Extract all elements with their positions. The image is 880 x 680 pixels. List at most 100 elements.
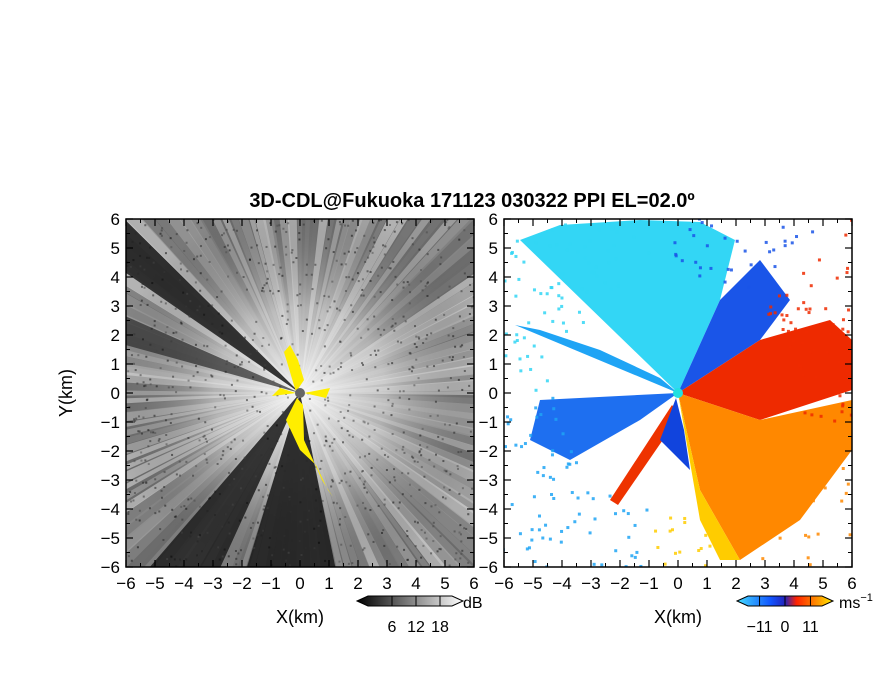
reflectivity-speckle-dot [156, 350, 159, 353]
reflectivity-speckle-dot [298, 238, 301, 241]
reflectivity-speckle-dot [385, 469, 388, 472]
reflectivity-speckle-dot [295, 256, 298, 259]
yellow-echo-east [304, 388, 330, 398]
velocity-speckle-dot [578, 608, 581, 611]
colorbar-tick-label: 0 [781, 619, 790, 636]
velocity-speckle-dot [803, 411, 807, 415]
velocity-speckle-dot [554, 568, 557, 571]
reflectivity-speckle-dot [362, 501, 365, 504]
velocity-speckle-dot [781, 225, 785, 229]
reflectivity-speckle-dot [387, 266, 390, 269]
velocity-speckle-dot [576, 250, 580, 254]
velocity-speckle-dot [522, 260, 526, 264]
reflectivity-speckle-dot [412, 456, 415, 459]
velocity-speckle-dot [504, 445, 507, 449]
reflectivity-speckle-dot [250, 246, 253, 249]
reflectivity-speckle-dot [373, 405, 376, 408]
velocity-speckle-dot [532, 495, 536, 499]
reflectivity-speckle-dot [411, 237, 414, 240]
reflectivity-speckle-dot [288, 495, 291, 498]
reflectivity-speckle-dot [280, 336, 283, 339]
reflectivity-speckle-dot [179, 262, 182, 265]
reflectivity-speckle-dot [420, 448, 423, 451]
velocity-speckle-dot [806, 556, 810, 560]
velocity-speckle-dot [804, 533, 808, 537]
reflectivity-speckle-dot [135, 417, 138, 420]
reflectivity-speckle-dot [357, 280, 360, 283]
velocity-speckle-dot [673, 212, 676, 215]
reflectivity-speckle-dot [440, 256, 443, 259]
velocity-speckle-dot [721, 591, 724, 594]
reflectivity-speckle-dot [354, 229, 357, 232]
reflectivity-speckle-dot [298, 232, 301, 235]
velocity-speckle-dot [606, 249, 610, 253]
reflectivity-speckle-dot [330, 485, 333, 488]
reflectivity-speckle-dot [459, 345, 462, 348]
reflectivity-field [126, 219, 474, 567]
y-tick-label: 1 [111, 355, 120, 374]
reflectivity-speckle-dot [340, 362, 343, 365]
velocity-speckle-dot [557, 294, 561, 298]
reflectivity-speckle-dot [203, 344, 206, 347]
velocity-speckle-dot [633, 215, 636, 218]
reflectivity-speckle-dot [419, 280, 422, 283]
velocity-speckle-dot [656, 545, 660, 549]
reflectivity-speckle-dot [301, 477, 304, 480]
reflectivity-speckle-dot [257, 262, 260, 265]
reflectivity-speckle-dot [380, 219, 383, 222]
reflectivity-speckle-dot [235, 229, 238, 232]
velocity-speckle-dot [515, 338, 519, 342]
velocity-speckle-dot [819, 414, 823, 418]
velocity-speckle-dot [841, 467, 845, 471]
velocity-speckle-dot [658, 212, 661, 215]
reflectivity-speckle-dot [267, 343, 270, 346]
reflectivity-speckle-dot [425, 337, 428, 340]
reflectivity-speckle-dot [266, 277, 269, 280]
reflectivity-speckle-dot [417, 336, 420, 339]
velocity-speckle-dot [699, 546, 703, 550]
velocity-speckle-dot [536, 594, 539, 597]
reflectivity-speckle-dot [227, 521, 230, 524]
reflectivity-speckle-dot [377, 504, 380, 507]
reflectivity-speckle-dot [175, 233, 178, 236]
reflectivity-speckle-dot [285, 230, 288, 233]
reflectivity-speckle-dot [254, 475, 257, 478]
reflectivity-speckle-dot [339, 223, 342, 226]
velocity-speckle-dot [739, 159, 742, 162]
velocity-speckle-dot [506, 415, 510, 419]
velocity-speckle-dot [871, 410, 874, 413]
reflectivity-speckle-dot [278, 273, 281, 276]
reflectivity-speckle-dot [407, 472, 410, 475]
reflectivity-speckle-dot [315, 488, 318, 491]
x-tick-label: −4 [552, 574, 571, 593]
reflectivity-speckle-dot [127, 510, 130, 513]
velocity-speckle-dot [520, 445, 524, 449]
x-tick-label: 0 [295, 574, 304, 593]
reflectivity-speckle-dot [403, 548, 406, 551]
reflectivity-speckle-dot [349, 544, 352, 547]
velocity-speckle-dot [519, 369, 523, 373]
reflectivity-speckle-dot [314, 499, 317, 502]
reflectivity-speckle-dot [351, 562, 354, 565]
reflectivity-speckle-dot [172, 331, 175, 334]
velocity-speckle-dot [750, 573, 753, 576]
reflectivity-speckle-dot [223, 245, 226, 248]
reflectivity-speckle-dot [186, 270, 189, 273]
reflectivity-speckle-dot [387, 399, 390, 402]
velocity-speckle-dot [740, 196, 743, 199]
velocity-speckle-dot [588, 531, 592, 535]
reflectivity-speckle-dot [198, 311, 201, 314]
reflectivity-speckle-dot [305, 459, 308, 462]
velocity-speckle-dot [577, 310, 581, 314]
reflectivity-speckle-dot [401, 493, 404, 496]
reflectivity-speckle-dot [332, 501, 335, 504]
reflectivity-speckle-dot [311, 288, 314, 291]
reflectivity-speckle-dot [374, 366, 377, 369]
velocity-speckle-dot [837, 360, 841, 364]
velocity-speckle-dot [868, 282, 871, 285]
reflectivity-speckle-dot [410, 455, 413, 458]
colorbar-tick-label: 18 [431, 619, 449, 636]
x-tick-label: 0 [673, 574, 682, 593]
reflectivity-speckle-dot [227, 220, 230, 223]
reflectivity-speckle-dot [265, 282, 268, 285]
